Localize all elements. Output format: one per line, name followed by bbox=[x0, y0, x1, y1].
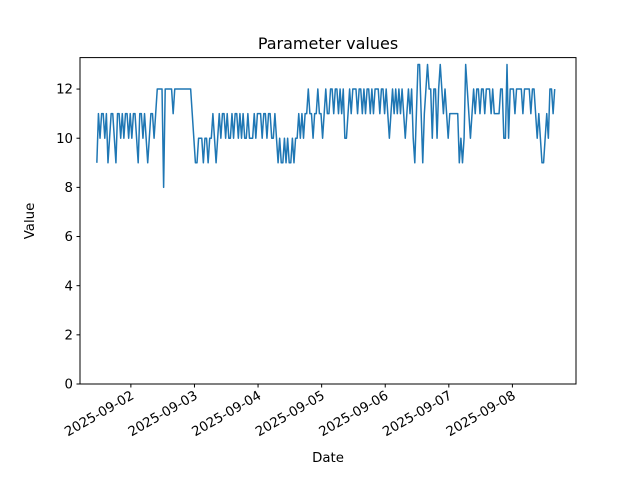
x-tick-label: 2025-09-08 bbox=[444, 388, 518, 440]
y-tick-label: 6 bbox=[65, 230, 73, 245]
y-tick-label: 0 bbox=[65, 378, 73, 393]
x-tick-label: 2025-09-04 bbox=[190, 388, 264, 440]
x-tick-label: 2025-09-05 bbox=[253, 388, 327, 440]
x-axis-label: Date bbox=[312, 451, 344, 466]
y-tick-label: 2 bbox=[65, 328, 73, 343]
x-tick-label: 2025-09-06 bbox=[317, 388, 391, 440]
y-tick-label: 12 bbox=[56, 83, 73, 98]
y-tick-label: 10 bbox=[56, 132, 73, 147]
y-tick-label: 4 bbox=[65, 279, 73, 294]
y-axis-label: Value bbox=[23, 203, 38, 240]
line-series bbox=[96, 63, 556, 189]
y-tick-label: 8 bbox=[65, 181, 73, 196]
x-tick-label: 2025-09-03 bbox=[126, 388, 200, 440]
axes-spines bbox=[79, 57, 577, 385]
x-tick-label: 2025-09-07 bbox=[380, 388, 454, 440]
chart-title: Parameter values bbox=[258, 34, 398, 53]
x-tick-label: 2025-09-02 bbox=[62, 388, 136, 440]
